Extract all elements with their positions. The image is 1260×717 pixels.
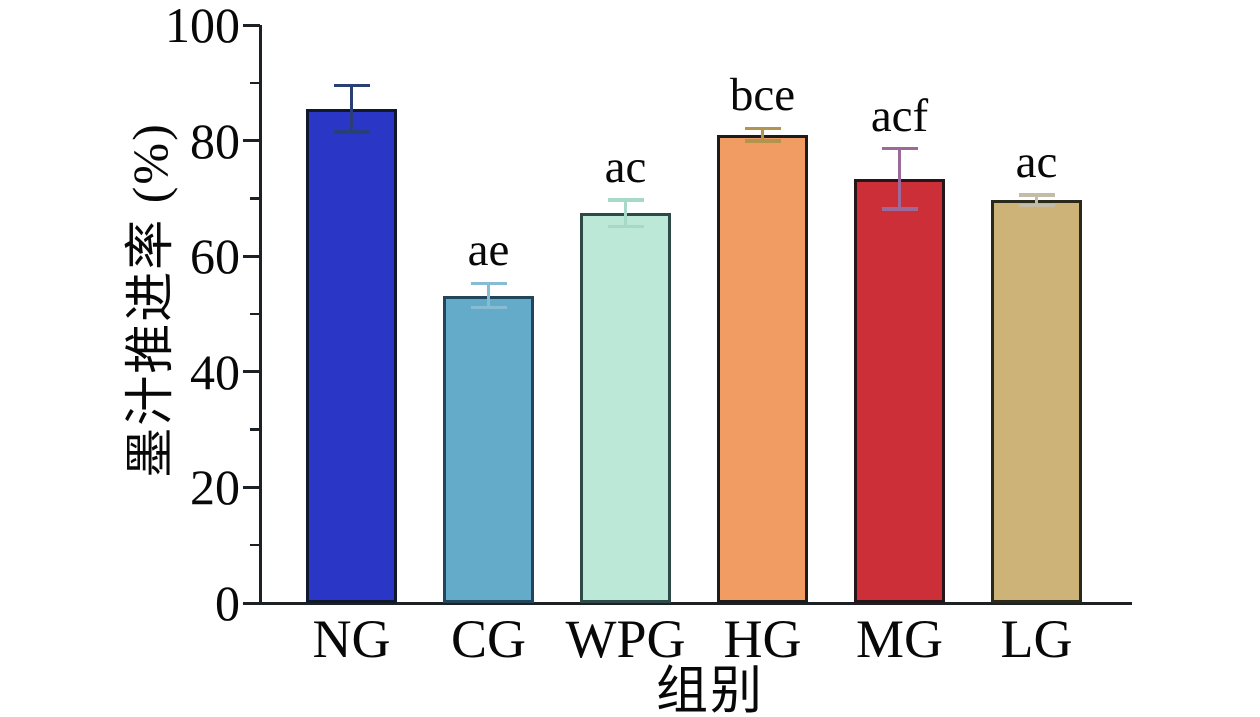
sig-label-hg: bce <box>729 69 796 122</box>
bar-hg <box>717 134 808 603</box>
error-bar-cap-bottom-lg <box>1018 203 1055 208</box>
error-bar-cap-top-wpg <box>607 198 644 202</box>
error-bar-cap-bottom-hg <box>744 139 781 143</box>
y-major-tick <box>243 23 260 27</box>
y-axis-title: 墨汁推进率 (%) <box>122 122 178 478</box>
sig-label-cg: ae <box>467 224 510 277</box>
x-axis-line <box>258 601 1132 605</box>
y-tick-label: 20 <box>190 459 240 516</box>
error-bar-cap-top-mg <box>881 146 918 151</box>
error-bar-cap-bottom-cg <box>470 305 507 310</box>
x-axis-title: 组别 <box>655 663 765 717</box>
y-minor-tick <box>250 312 260 316</box>
x-category-label-cg: CG <box>450 609 526 669</box>
sig-label-mg: acf <box>870 89 929 142</box>
y-major-tick <box>243 485 260 489</box>
y-tick-label: 80 <box>190 112 240 169</box>
y-major-tick <box>243 601 260 605</box>
y-minor-tick <box>250 197 260 200</box>
bar-ng <box>306 108 397 603</box>
x-category-label-lg: LG <box>1000 609 1073 669</box>
bar-lg <box>991 200 1082 603</box>
bar-cg <box>443 295 534 603</box>
y-minor-tick <box>250 81 260 85</box>
error-bar-cap-top-hg <box>744 126 781 131</box>
error-bar-cap-top-cg <box>470 281 507 286</box>
y-tick-label: 100 <box>165 0 240 53</box>
y-axis-line <box>258 25 262 603</box>
error-bar-cap-bottom-ng <box>333 130 370 134</box>
error-bar-stem-mg <box>897 148 902 209</box>
sig-label-lg: ac <box>1015 135 1058 188</box>
error-bar-cap-bottom-wpg <box>607 224 644 229</box>
error-bar-cap-bottom-mg <box>881 207 918 211</box>
error-bar-stem-lg <box>1034 194 1039 206</box>
error-bar-cap-top-lg <box>1018 193 1055 197</box>
error-bar-cap-top-ng <box>333 83 370 88</box>
x-category-label-ng: NG <box>312 609 391 669</box>
y-major-tick <box>243 254 260 258</box>
y-minor-tick <box>250 543 260 547</box>
error-bar-stem-wpg <box>623 200 628 227</box>
x-category-label-mg: MG <box>855 609 943 669</box>
y-tick-label: 0 <box>215 575 240 631</box>
bar-mg <box>854 178 945 603</box>
y-major-tick <box>243 370 260 374</box>
sig-label-wpg: ac <box>604 141 647 194</box>
y-tick-label: 60 <box>190 228 240 285</box>
error-bar-stem-hg <box>760 128 765 142</box>
y-minor-tick <box>250 428 260 431</box>
error-bar-stem-ng <box>349 85 354 132</box>
y-tick-label: 40 <box>190 343 240 400</box>
bar-wpg <box>580 213 671 603</box>
x-category-label-wpg: WPG <box>565 609 686 669</box>
error-bar-stem-cg <box>486 283 491 308</box>
y-major-tick <box>243 139 260 143</box>
x-category-label-hg: HG <box>723 609 802 669</box>
